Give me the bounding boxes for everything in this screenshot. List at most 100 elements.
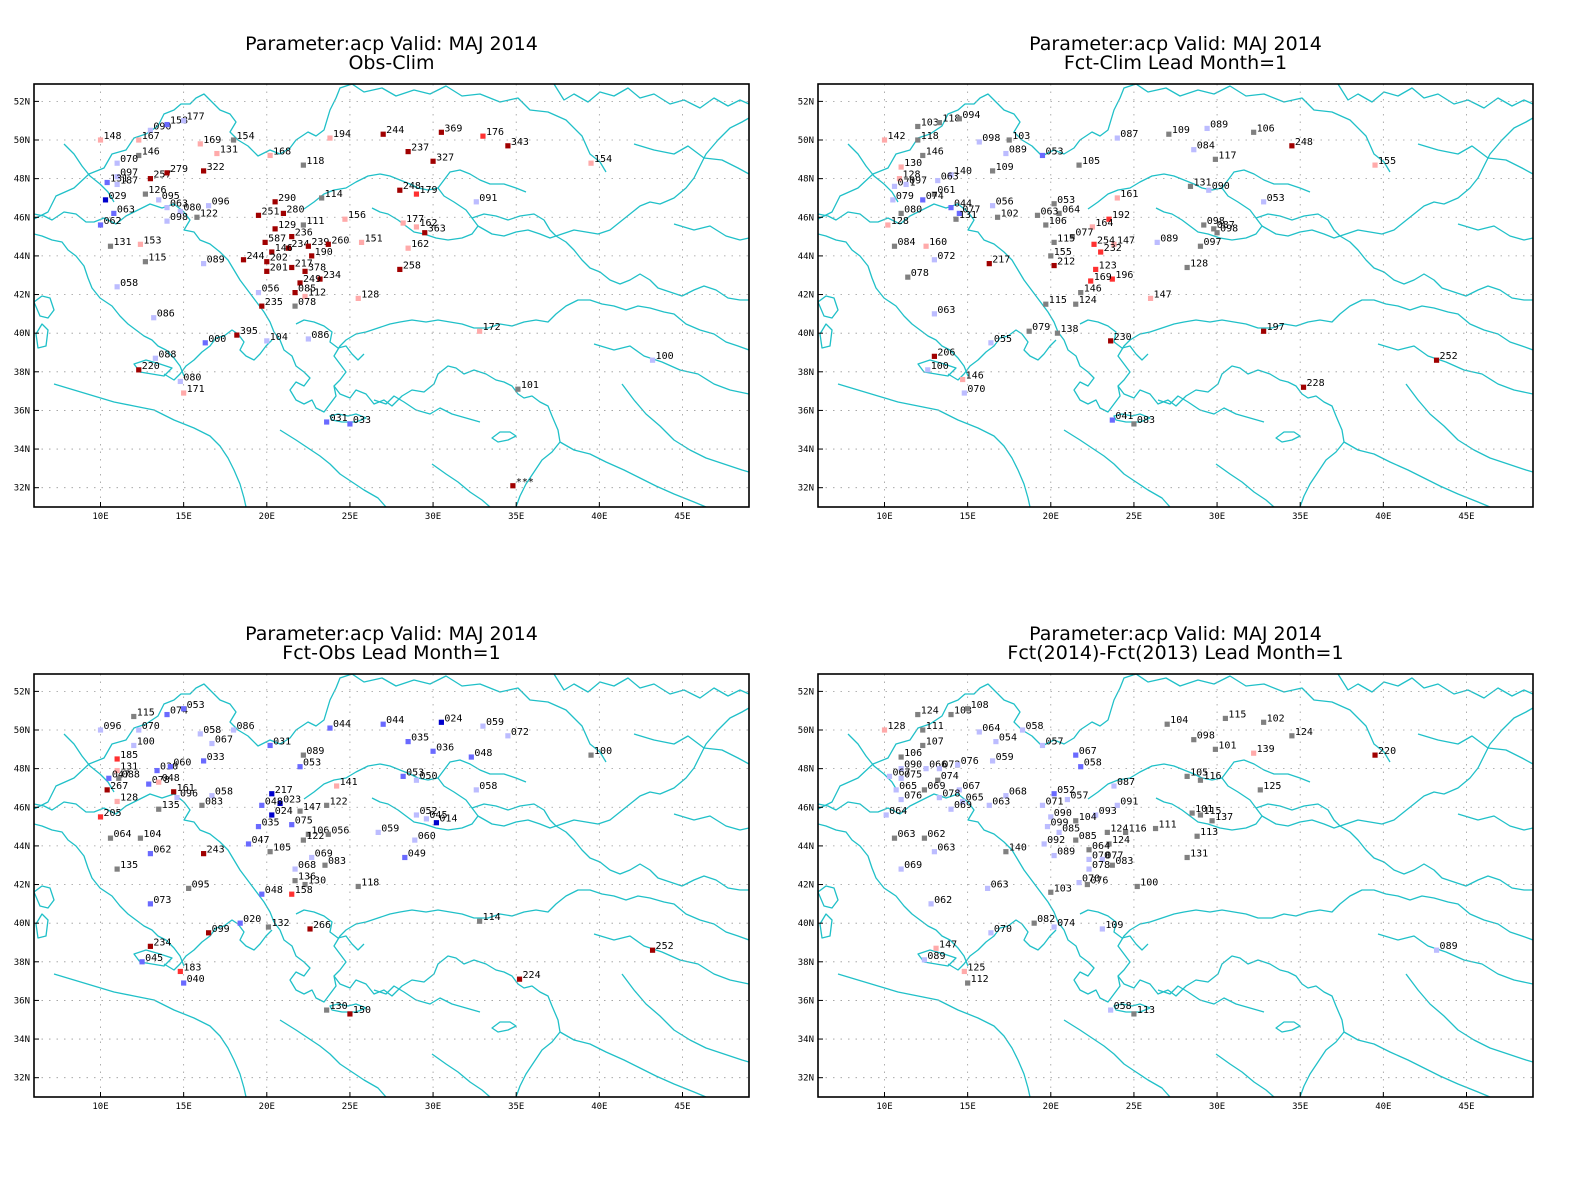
lat-tick-label: 48N: [798, 175, 814, 185]
station-marker: [1206, 187, 1212, 193]
station-marker: [259, 891, 265, 897]
lat-tick-label: 36N: [14, 996, 30, 1006]
station-value: 147: [1117, 235, 1135, 246]
station-value: 086: [237, 721, 255, 732]
station-marker: [1051, 852, 1057, 859]
station-value: 091: [1120, 796, 1138, 807]
station-marker: [477, 918, 483, 924]
station-marker: [292, 866, 298, 872]
station-value: 078: [298, 297, 316, 308]
lat-tick-label: 48N: [798, 765, 814, 775]
station-marker: [300, 222, 306, 228]
station-marker: [935, 777, 941, 783]
station-value: 217: [992, 255, 1010, 266]
station-value: 135: [162, 800, 180, 811]
station-marker: [1078, 290, 1084, 296]
lat-tick-label: 52N: [798, 97, 814, 107]
station-marker: [1084, 881, 1090, 888]
lat-tick-label: 46N: [14, 803, 30, 813]
lon-tick-label: 20E: [1043, 1102, 1059, 1112]
station-marker: [960, 376, 966, 383]
station-marker: [302, 268, 308, 274]
station-value: 098: [1207, 216, 1225, 227]
station-value: 244: [247, 251, 265, 262]
station-marker: [1289, 733, 1295, 739]
station-marker: [1106, 841, 1112, 847]
station-value: 106: [311, 825, 329, 836]
station-value: 070: [1092, 850, 1110, 861]
station-value: 220: [1378, 746, 1396, 757]
station-value: 118: [942, 114, 960, 125]
station-marker: [1111, 783, 1117, 789]
panel-subtitle: Fct-Obs Lead Month=1: [282, 642, 500, 664]
station-value: 135: [120, 860, 138, 871]
station-marker: [1197, 812, 1204, 818]
station-value: 131: [110, 174, 128, 185]
station-value: 070: [120, 154, 138, 165]
station-marker: [1184, 264, 1190, 271]
station-marker: [97, 814, 104, 820]
station-value: 087: [1217, 220, 1235, 231]
station-value: 062: [927, 829, 945, 840]
station-value: 118: [306, 156, 324, 167]
station-marker: [1111, 241, 1117, 247]
station-marker: [136, 137, 142, 143]
station-value: 044: [954, 199, 972, 210]
station-marker: [1034, 212, 1041, 218]
station-value: 100: [656, 351, 674, 362]
lat-tick-label: 42N: [798, 881, 814, 891]
station-marker: [1093, 812, 1099, 818]
station-marker: [355, 295, 361, 301]
station-value: 169: [1094, 272, 1112, 283]
station-value: 192: [1112, 210, 1130, 221]
station-marker: [1212, 156, 1219, 162]
station-value: 036: [436, 742, 454, 753]
station-marker: [986, 261, 992, 267]
station-value: 089: [1210, 119, 1228, 130]
station-marker: [956, 210, 962, 217]
station-value: 080: [904, 204, 922, 215]
lat-tick-label: 46N: [14, 213, 30, 223]
station-marker: [269, 249, 275, 255]
station-value: 066: [929, 760, 947, 771]
station-marker: [936, 795, 942, 801]
station-value: 115: [1228, 709, 1246, 720]
station-value: 048: [474, 748, 492, 759]
station-marker: [935, 177, 941, 184]
lon-tick-label: 45E: [1458, 512, 1474, 522]
station-value: 091: [479, 193, 497, 204]
station-value: 114: [483, 912, 501, 923]
station-marker: [1069, 233, 1076, 240]
station-value: 089: [1160, 233, 1178, 244]
panel-title: Parameter:acp Valid: MAJ 2014: [1029, 33, 1322, 55]
station-marker: [989, 203, 996, 209]
station-value: 056: [996, 197, 1014, 208]
station-marker: [137, 241, 144, 247]
station-value: 100: [137, 736, 155, 747]
station-marker: [505, 733, 511, 739]
station-marker: [317, 276, 323, 282]
station-value: 146: [1084, 284, 1102, 295]
station-value: 031: [273, 736, 291, 747]
panel-title: Parameter:acp Valid: MAJ 2014: [245, 623, 538, 645]
lon-tick-label: 45E: [674, 1102, 690, 1112]
station-marker: [1433, 357, 1440, 363]
station-value: 097: [1203, 237, 1221, 248]
station-value: 098: [982, 133, 1000, 144]
lat-tick-label: 44N: [14, 252, 30, 262]
station-value: 052: [1057, 785, 1075, 796]
station-value: 102: [1267, 713, 1285, 724]
station-marker: [890, 197, 896, 203]
map-panel-4: Parameter:acp Valid: MAJ 2014Fct(2014)-F…: [798, 623, 1534, 1112]
station-value: 085: [1062, 823, 1080, 834]
station-marker: [1114, 135, 1120, 141]
station-value: 139: [1257, 744, 1275, 755]
station-marker: [1197, 243, 1204, 249]
station-marker: [1154, 239, 1160, 245]
station-value: 177: [406, 214, 424, 225]
station-value: 146: [966, 371, 984, 382]
station-marker: [114, 284, 120, 290]
station-marker: [931, 353, 937, 359]
station-marker: [201, 261, 207, 267]
